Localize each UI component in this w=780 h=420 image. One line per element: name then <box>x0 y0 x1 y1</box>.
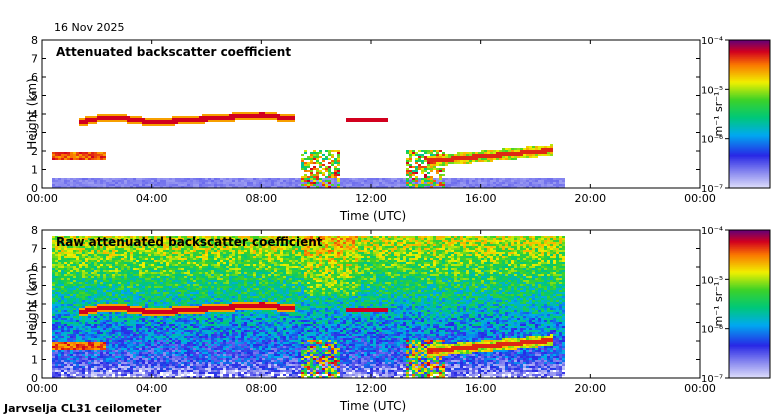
y-tick-label: 2 <box>31 335 38 348</box>
x-tick-label: 16:00 <box>465 382 497 395</box>
y-tick-label: 4 <box>31 108 38 121</box>
y-tick-label: 3 <box>31 317 38 330</box>
x-tick-label: 12:00 <box>355 382 387 395</box>
colorbar-tick-label: 10⁻⁴ <box>701 36 723 47</box>
y-tick-label: 2 <box>31 145 38 158</box>
y-tick-label: 5 <box>31 90 38 103</box>
y-tick-label: 0 <box>31 182 38 195</box>
x-tick-label: 12:00 <box>355 192 387 205</box>
colorbar-tick-label: 10⁻⁵ <box>701 85 723 96</box>
colorbar-frame <box>728 229 771 379</box>
y-tick-label: 1 <box>31 354 38 367</box>
y-tick-label: 6 <box>31 71 38 84</box>
y-tick-label: 0 <box>31 372 38 385</box>
colorbar-tick-label: 10⁻⁷ <box>701 184 723 195</box>
panel-title: Attenuated backscatter coefficient <box>56 45 291 59</box>
y-tick-label: 5 <box>31 280 38 293</box>
x-tick-label: 00:00 <box>26 382 58 395</box>
y-axis-label: Height (km) <box>25 268 39 339</box>
colorbar-tick-label: 10⁻⁴ <box>701 226 723 237</box>
y-tick-label: 7 <box>31 53 38 66</box>
panel-title: Raw attenuated backscatter coefficient <box>56 235 323 249</box>
x-tick-label: 20:00 <box>574 382 606 395</box>
colorbar: 10⁻⁷ 10⁻⁶ 10⁻⁵ 10⁻⁴ m⁻¹ sr⁻¹ <box>701 36 771 195</box>
x-tick-label: 16:00 <box>465 192 497 205</box>
x-axis-label: Time (UTC) <box>339 399 406 413</box>
colorbar-label: m⁻¹ sr⁻¹ <box>712 92 725 137</box>
x-axis-label: Time (UTC) <box>339 209 406 223</box>
x-tick-label: 20:00 <box>574 192 606 205</box>
colorbar-tick-label: 10⁻⁶ <box>701 135 723 146</box>
x-tick-label: 00:00 <box>684 192 716 205</box>
y-axis-label: Height (km) <box>25 78 39 149</box>
x-tick-label: 04:00 <box>136 192 168 205</box>
colorbar: 10⁻⁷ 10⁻⁶ 10⁻⁵ 10⁻⁴ m⁻¹ sr⁻¹ <box>701 226 771 385</box>
y-tick-label: 8 <box>31 34 38 47</box>
date-label: 16 Nov 2025 <box>54 21 125 34</box>
x-tick-label: 00:00 <box>684 382 716 395</box>
backscatter-field <box>52 236 565 378</box>
instrument-caption: Jarvselja CL31 ceilometer <box>4 402 162 415</box>
backscatter-field <box>52 112 565 188</box>
y-tick-label: 3 <box>31 127 38 140</box>
x-tick-label: 08:00 <box>245 192 277 205</box>
y-tick-label: 8 <box>31 224 38 237</box>
x-tick-label: 04:00 <box>136 382 168 395</box>
y-tick-label: 6 <box>31 261 38 274</box>
colorbar-tick-label: 10⁻⁵ <box>701 275 723 286</box>
colorbar-tick-label: 10⁻⁷ <box>701 374 723 385</box>
y-tick-label: 4 <box>31 298 38 311</box>
y-tick-label: 7 <box>31 243 38 256</box>
x-tick-label: 00:00 <box>26 192 58 205</box>
colorbar-label: m⁻¹ sr⁻¹ <box>712 282 725 327</box>
x-tick-label: 08:00 <box>245 382 277 395</box>
panel-2: 0 1 2 3 4 5 6 7 8 00:00 04:00 08:00 12:00 16:00 20:00 0… <box>25 224 771 413</box>
y-tick-label: 1 <box>31 164 38 177</box>
plot-frame <box>41 39 701 189</box>
colorbar-tick-label: 10⁻⁶ <box>701 325 723 336</box>
panel-1: 0 1 2 3 4 5 6 7 8 00:00 04:00 08:00 12:00 16:00 20:00 0… <box>25 34 771 223</box>
colorbar-frame <box>728 39 771 189</box>
